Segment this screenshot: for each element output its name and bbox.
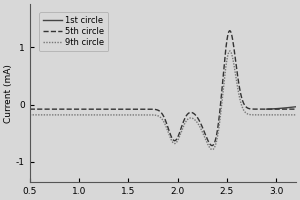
5th circle — [238, 87, 241, 89]
9th circle — [28, 114, 31, 116]
Line: 1st circle: 1st circle — [266, 107, 296, 109]
5th circle — [158, 110, 161, 112]
9th circle — [294, 114, 298, 116]
5th circle — [210, 144, 214, 147]
9th circle — [286, 114, 290, 116]
9th circle — [42, 114, 45, 116]
5th circle — [42, 108, 45, 110]
9th circle — [150, 114, 154, 116]
Legend: 1st circle, 5th circle, 9th circle: 1st circle, 5th circle, 9th circle — [39, 12, 108, 51]
9th circle — [228, 50, 232, 52]
5th circle — [228, 30, 232, 32]
5th circle — [294, 108, 298, 110]
Y-axis label: Current (mA): Current (mA) — [4, 64, 13, 123]
5th circle — [150, 108, 154, 110]
9th circle — [286, 114, 290, 116]
5th circle — [286, 108, 290, 110]
1st circle — [294, 106, 298, 108]
Line: 9th circle: 9th circle — [30, 51, 296, 150]
5th circle — [286, 108, 290, 110]
9th circle — [158, 115, 161, 118]
9th circle — [211, 148, 214, 151]
Line: 5th circle: 5th circle — [30, 31, 296, 146]
1st circle — [286, 106, 290, 109]
5th circle — [28, 108, 31, 110]
1st circle — [286, 106, 290, 109]
9th circle — [238, 96, 241, 99]
